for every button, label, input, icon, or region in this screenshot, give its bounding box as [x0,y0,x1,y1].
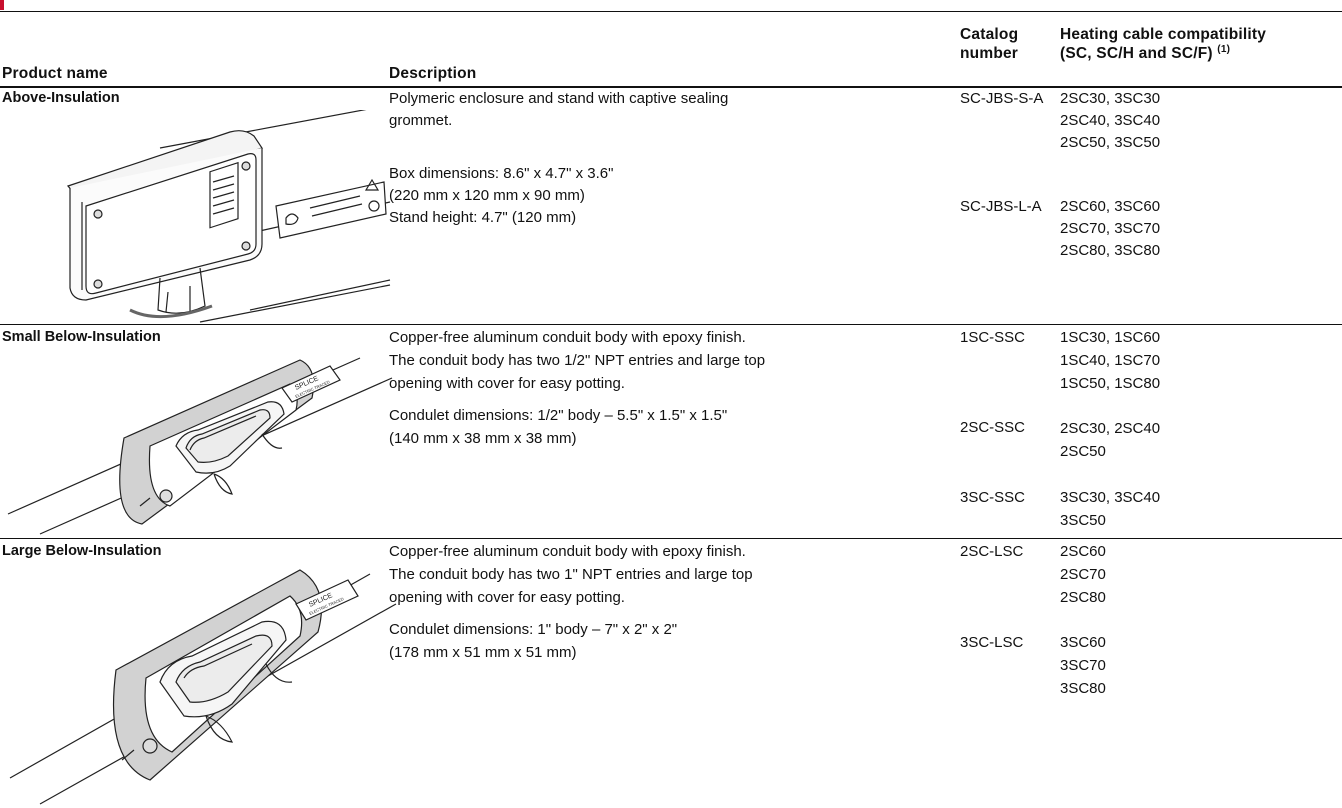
row-divider [0,324,1342,325]
desc-large-line4: Condulet dimensions: 1" body – 7" x 2" x… [389,621,678,638]
desc-small-line1: Copper-free aluminum conduit body with e… [389,329,746,346]
compat-line: 2SC80 [1060,589,1106,606]
compat-line: 3SC80 [1060,680,1106,697]
catalog-sc-jbs-s-a: SC-JBS-S-A [960,90,1044,107]
header-product-name: Product name [2,65,108,82]
product-large-below-insulation: Large Below-Insulation [2,543,162,559]
desc-large-line5: (178 mm x 51 mm x 51 mm) [389,644,577,661]
compat-line: 2SC40, 3SC40 [1060,112,1161,129]
compat-line: 2SC60, 3SC60 [1060,198,1161,215]
small-below-insulation-splice-illustration: SPLICE ELECTRIC TRACED [7,357,393,535]
compat-line: 1SC30, 1SC60 [1060,329,1161,346]
compat-line: 2SC80, 3SC80 [1060,242,1161,259]
header-compat-line2: (SC, SC/H and SC/F) (1) [1060,44,1266,63]
compat-line: 3SC70 [1060,657,1106,674]
compat-line: 2SC70, 3SC70 [1060,220,1161,237]
compat-line: 2SC50 [1060,443,1106,460]
product-above-insulation: Above-Insulation [2,90,120,106]
compat-line: 3SC50 [1060,512,1106,529]
compat-line: 2SC50, 3SC50 [1060,134,1161,151]
header-catalog: Catalog number [960,25,1018,63]
catalog-2sc-lsc: 2SC-LSC [960,543,1024,560]
large-below-insulation-splice-illustration: SPLICE ELECTRIC TRACED [9,569,397,805]
header-rule [0,86,1342,88]
catalog-2sc-ssc: 2SC-SSC [960,419,1026,436]
desc-large-line1: Copper-free aluminum conduit body with e… [389,543,746,560]
desc-small-line3: opening with cover for easy potting. [389,375,625,392]
product-small-below-insulation: Small Below-Insulation [2,329,161,345]
desc-large-line3: opening with cover for easy potting. [389,589,625,606]
header-catalog-line1: Catalog [960,26,1019,43]
catalog-3sc-lsc: 3SC-LSC [960,634,1024,651]
compat-line: 3SC60 [1060,634,1106,651]
compat-line: 2SC60 [1060,543,1106,560]
compat-line: 2SC30, 3SC30 [1060,90,1161,107]
catalog-3sc-ssc: 3SC-SSC [960,489,1026,506]
desc-above-line5: Stand height: 4.7" (120 mm) [389,209,577,226]
accent-mark [0,0,4,10]
compat-line: 1SC50, 1SC80 [1060,375,1161,392]
catalog-sc-jbs-l-a: SC-JBS-L-A [960,198,1042,215]
row-divider [0,538,1342,539]
desc-small-line2: The conduit body has two 1/2" NPT entrie… [389,352,766,369]
desc-above-line1: Polymeric enclosure and stand with capti… [389,90,729,107]
footnote-ref: (1) [1217,44,1231,55]
desc-above-line3: Box dimensions: 8.6" x 4.7" x 3.6" [389,165,614,182]
compat-line: 2SC30, 2SC40 [1060,420,1161,437]
header-compat-line1: Heating cable compatibility [1060,26,1267,43]
desc-small-line4: Condulet dimensions: 1/2" body – 5.5" x … [389,407,728,424]
catalog-1sc-ssc: 1SC-SSC [960,329,1026,346]
header-catalog-line2: number [960,45,1019,62]
table-top-rule [0,11,1342,12]
header-description: Description [389,65,477,82]
desc-large-line2: The conduit body has two 1" NPT entries … [389,566,753,583]
desc-above-line2: grommet. [389,112,453,129]
compat-line: 3SC30, 3SC40 [1060,489,1161,506]
header-compat: Heating cable compatibility (SC, SC/H an… [1060,25,1266,63]
desc-above-line4: (220 mm x 120 mm x 90 mm) [389,187,585,204]
compat-line: 2SC70 [1060,566,1106,583]
above-insulation-junction-box-illustration [66,110,391,323]
compat-line: 1SC40, 1SC70 [1060,352,1161,369]
desc-small-line5: (140 mm x 38 mm x 38 mm) [389,430,577,447]
header-compat-text: (SC, SC/H and SC/F) [1060,45,1213,62]
